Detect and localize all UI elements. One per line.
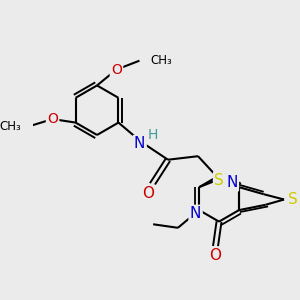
Text: N: N <box>190 206 201 221</box>
Text: O: O <box>47 112 58 126</box>
Text: CH₃: CH₃ <box>0 120 21 133</box>
Text: N: N <box>226 175 238 190</box>
Text: O: O <box>111 62 122 76</box>
Text: O: O <box>209 248 221 263</box>
Text: O: O <box>142 186 154 201</box>
Text: N: N <box>134 136 146 151</box>
Text: H: H <box>148 128 158 142</box>
Text: CH₃: CH₃ <box>150 54 172 67</box>
Text: S: S <box>288 192 298 207</box>
Text: S: S <box>214 172 224 188</box>
